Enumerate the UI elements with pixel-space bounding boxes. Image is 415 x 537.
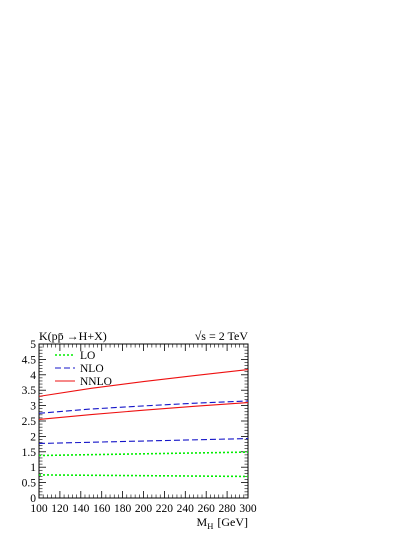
series-lines bbox=[38, 369, 249, 478]
x-tick-label: 300 bbox=[239, 503, 257, 515]
y-tick-label: 1 bbox=[30, 462, 36, 474]
legend-label-nlo: NLO bbox=[80, 363, 104, 375]
series-line-nnlo-5 bbox=[38, 401, 249, 421]
y-tick-label: 2 bbox=[30, 431, 36, 443]
y-tick-label: 5 bbox=[30, 339, 36, 351]
legend-label-nnlo: NNLO bbox=[80, 376, 112, 388]
x-axis-label-main: M bbox=[197, 515, 208, 529]
y-tick-label: 0 bbox=[30, 493, 36, 505]
x-tick-label: 140 bbox=[72, 503, 90, 515]
y-tick-label: 0.5 bbox=[22, 478, 37, 490]
x-axis-label: MH [GeV] bbox=[197, 515, 248, 531]
chart-title: K(pp̄ →H+X) bbox=[39, 329, 107, 343]
x-tick-label: 260 bbox=[198, 503, 216, 515]
x-axis-label-subscript: H bbox=[207, 521, 213, 531]
y-tick-label: 1.5 bbox=[22, 447, 37, 459]
series-line-nlo-3 bbox=[38, 438, 249, 445]
series-line-lo-1 bbox=[38, 474, 249, 478]
x-tick-label: 200 bbox=[135, 503, 153, 515]
y-tick-label: 4.5 bbox=[22, 354, 37, 366]
y-tick-label: 3.5 bbox=[22, 385, 37, 397]
series-line-lo-0 bbox=[38, 451, 249, 457]
energy-annotation: √s = 2 TeV bbox=[195, 329, 249, 343]
x-tick-label: 160 bbox=[93, 503, 111, 515]
x-tick-label: 220 bbox=[156, 503, 174, 515]
x-tick-label: 120 bbox=[51, 503, 69, 515]
y-tick-label: 4 bbox=[30, 370, 36, 382]
x-tick-label: 180 bbox=[114, 503, 132, 515]
x-tick-label: 240 bbox=[177, 503, 195, 515]
axes: 100 120 140 160 180 200 220 240 260 280 300 0 0.5 1 1.… bbox=[22, 339, 257, 515]
x-tick-label: 280 bbox=[218, 503, 236, 515]
legend-label-lo: LO bbox=[80, 350, 95, 362]
x-axis-label-unit: [GeV] bbox=[217, 515, 248, 529]
y-tick-label: 3 bbox=[30, 401, 36, 413]
x-tick-label: 100 bbox=[30, 503, 48, 515]
y-tick-label: 2.5 bbox=[22, 416, 37, 428]
series-line-nnlo-4 bbox=[38, 369, 249, 397]
series-line-nlo-2 bbox=[38, 400, 249, 414]
